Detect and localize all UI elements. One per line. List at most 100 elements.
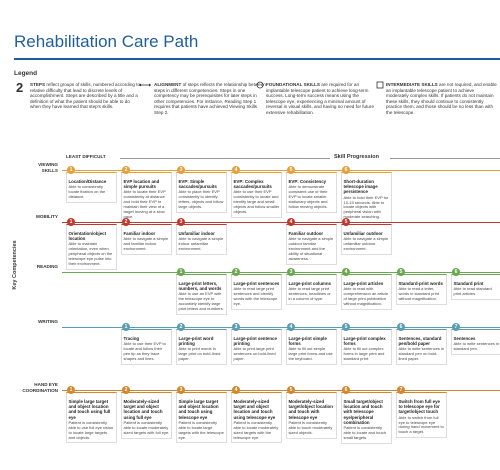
- step-title: Large-print word printing: [178, 336, 214, 347]
- step-text: Able to read a letter, words in standard…: [398, 286, 439, 302]
- step-text: Able to write sentences in standard pen.: [453, 341, 500, 352]
- step-number: 5: [287, 386, 295, 394]
- step-title: Simple large target and object location …: [178, 399, 219, 420]
- step-number: 6: [397, 323, 405, 331]
- step-text: Patient is consistently able to touch mo…: [288, 419, 333, 435]
- alignment-icon: [139, 83, 151, 87]
- step-card: Large-print sentence printing Able to pri…: [231, 329, 282, 366]
- step-title: Orientation/object location: [68, 231, 107, 242]
- step-text: Able to demonstrate consistent use of th…: [288, 184, 328, 209]
- step-number: 7: [452, 323, 460, 331]
- legend-text: are required for an implantable telescop…: [266, 82, 375, 115]
- step-title: Moderately-sized target and object locat…: [233, 399, 276, 420]
- step-title: Large-print sentences: [233, 281, 280, 286]
- step-title: Familiar outdoor: [288, 231, 324, 236]
- step-card: Orientation/object location Able to maint…: [66, 224, 117, 270]
- legend-item: ALIGNMENT of steps reflects the relation…: [154, 82, 266, 116]
- step-title: Large-print simple forms: [288, 336, 327, 347]
- step-text: Able to print words in large print on bo…: [178, 346, 221, 362]
- step-text: Able to switch from full eye to telescop…: [398, 414, 444, 435]
- step-number: 4: [287, 323, 295, 331]
- step-text: Able to locate their EVP consistently at…: [123, 189, 166, 219]
- step-title: EVP: Simple saccades/pursuits: [178, 179, 217, 190]
- step-number: 2: [177, 323, 185, 331]
- step-text: Able to fill out simple large print form…: [288, 346, 333, 362]
- step-number: 5: [287, 166, 295, 174]
- step-number: 2: [122, 166, 130, 174]
- step-title: Sentences, standard pen/bold paper: [398, 336, 442, 347]
- step-title: Large-print letters, numbers, and words: [178, 281, 222, 292]
- row-label: READING: [36, 264, 58, 269]
- step-text: Patient is consistently able to locate m…: [233, 419, 279, 440]
- step-number: 4: [232, 166, 240, 174]
- step-number: 7: [397, 386, 405, 394]
- step-title: Standard-print words: [398, 281, 443, 286]
- legend-item: INTERMEDIATE SKILLS are not required, an…: [386, 82, 498, 116]
- step-title: Unfamiliar outdoor: [343, 231, 383, 236]
- step-card: Simple large target and object location …: [176, 392, 227, 444]
- progression-line: [390, 158, 500, 159]
- step-card: Unfamiliar outdoor Able to navigate a sim…: [341, 224, 392, 255]
- legend-term: STEPS: [30, 82, 46, 87]
- step-card: Large-print sentences Able to read large …: [231, 274, 282, 310]
- step-title: Sentences: [453, 336, 476, 341]
- step-text: Able to navigate a simple indoor unfamil…: [178, 236, 224, 252]
- step-number: 1: [67, 166, 75, 174]
- step-number: 3: [232, 323, 240, 331]
- legend-term: FOUNDATIONAL SKILLS: [266, 82, 320, 87]
- legend-item: FOUNDATIONAL SKILLS are required for an …: [266, 82, 378, 116]
- step-number: 3: [177, 218, 185, 226]
- step-title: Moderately-sized target and object locat…: [123, 399, 163, 420]
- step-text: Able to write sentences in standard pen …: [398, 346, 445, 362]
- step-number: 1: [122, 323, 130, 331]
- step-title: Moderately-sized target/object location …: [288, 399, 333, 420]
- step-text: Able to consistently locate fixation on …: [68, 184, 106, 200]
- progression-line: [120, 158, 330, 159]
- row-line: [62, 390, 500, 391]
- foundational-icon: [256, 81, 264, 89]
- step-number: 1: [177, 268, 185, 276]
- step-number: 1: [67, 386, 75, 394]
- title-rule: [14, 58, 500, 60]
- step-number: 3: [287, 268, 295, 276]
- step-title: Familiar indoor: [123, 231, 156, 236]
- step-number: 5: [397, 268, 405, 276]
- step-title: EVP location and simple pursuits: [123, 179, 160, 190]
- step-title: Unfamiliar indoor: [178, 231, 215, 236]
- step-card: Moderately-sized target and object locat…: [121, 392, 172, 439]
- step-text: Able to use an EVP with the telescope ey…: [178, 291, 224, 312]
- step-card: EVP: Consistency Able to demonstrate cons…: [286, 172, 337, 213]
- row-label: VIEWING SKILLS: [38, 162, 58, 173]
- step-number: 4: [287, 218, 295, 226]
- step-title: Large-print complex forms: [343, 336, 386, 347]
- legend-item: STEPS reflect groups of skills, numbered…: [30, 82, 142, 110]
- step-text: Able to use their EVP to locate and foll…: [123, 341, 166, 361]
- step-number: 4: [342, 268, 350, 276]
- step-number: 2: [122, 218, 130, 226]
- step-title: EVP: Consistency: [288, 179, 327, 184]
- step-text: Able to fill out complex forms in large …: [343, 346, 385, 362]
- step-card: Large-print simple forms Able to fill out…: [286, 329, 337, 366]
- legend-term: INTERMEDIATE SKILLS: [386, 82, 438, 87]
- step-text: Patient is consistently able to locate a…: [343, 425, 386, 440]
- step-card: EVP: Complex saccades/pursuits Able to us…: [231, 172, 282, 218]
- step-number: 3: [177, 386, 185, 394]
- step-card: Sentences Able to write sentences in stan…: [451, 329, 500, 356]
- step-title: Tracing: [123, 336, 140, 341]
- step-card: Standard print Able to read standard prin…: [451, 274, 500, 301]
- step-card: Large-print letters, numbers, and words A…: [176, 274, 227, 316]
- step-title: Location/Distance: [68, 179, 107, 184]
- step-text: Able to read standard print articles.: [453, 286, 492, 297]
- legend-text: are not required, and enable an implanta…: [386, 82, 497, 115]
- step-card: EVP: Simple saccades/pursuits Able to pla…: [176, 172, 227, 214]
- step-text: Able to read large print sentences and i…: [233, 286, 278, 306]
- intermediate-icon: [376, 81, 384, 89]
- step-card: Moderately-sized target/object location …: [286, 392, 337, 439]
- step-text: Able to navigate a simple outdoor famili…: [288, 236, 334, 261]
- legend-text: of steps reflects the relationship betwe…: [154, 82, 266, 115]
- step-card: Large-print complex forms Able to fill ou…: [341, 329, 392, 366]
- step-title: EVP: Complex saccades/pursuits: [233, 179, 272, 190]
- step-card: Familiar outdoor Able to navigate a simpl…: [286, 224, 337, 265]
- row-line: [62, 327, 500, 328]
- row-label: WRITING: [38, 319, 58, 324]
